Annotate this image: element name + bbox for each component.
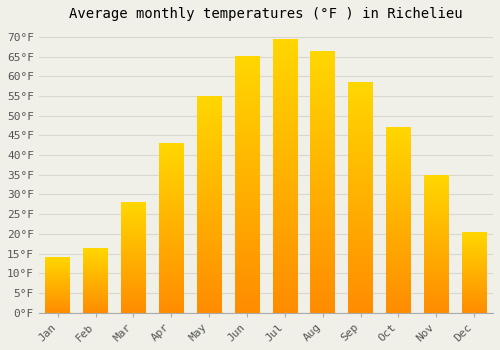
Title: Average monthly temperatures (°F ) in Richelieu: Average monthly temperatures (°F ) in Ri…	[69, 7, 462, 21]
